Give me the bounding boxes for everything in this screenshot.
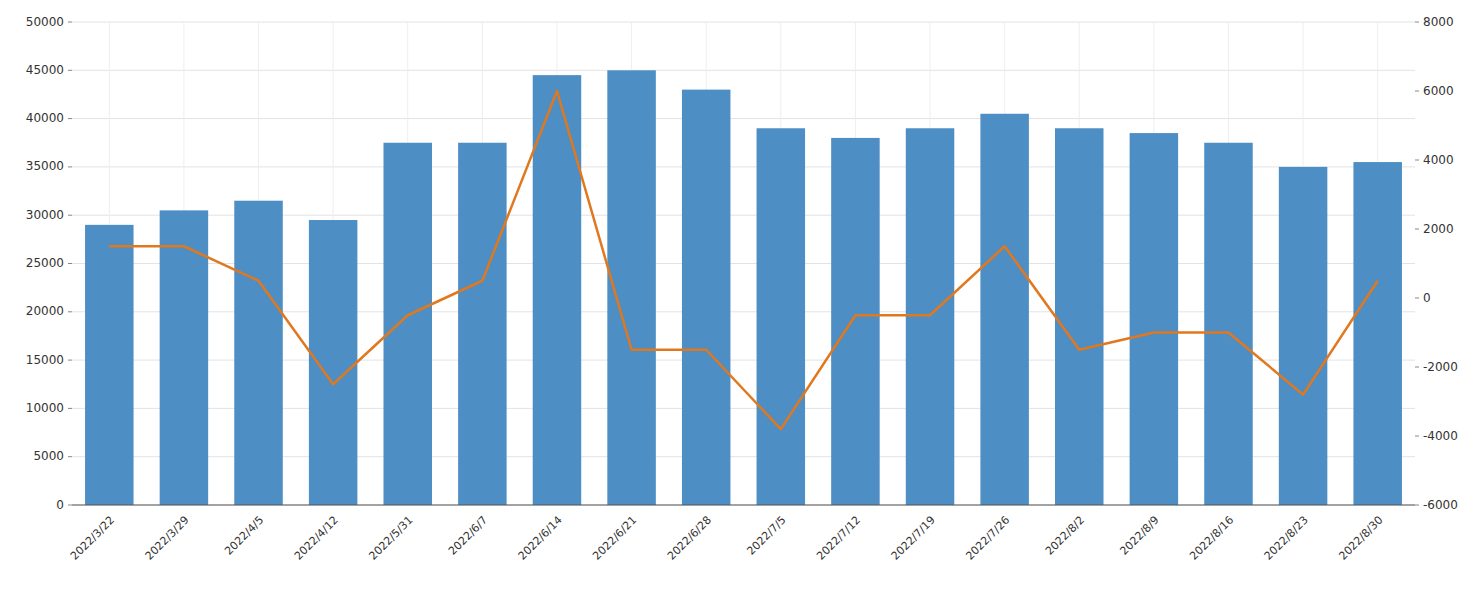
- y-tick-label: 45000: [26, 63, 64, 77]
- y-tick: [68, 360, 72, 361]
- x-tick-label: 2022/7/5: [744, 514, 788, 558]
- bar: [234, 201, 282, 505]
- bar: [682, 90, 730, 505]
- x-tick-label: 2022/8/2: [1043, 514, 1087, 558]
- bar: [1130, 133, 1178, 505]
- y-tick: [68, 408, 72, 409]
- x-tick-label: 2022/6/28: [665, 514, 714, 563]
- y2-tick: [1415, 229, 1419, 230]
- baseline: [72, 505, 1415, 506]
- y2-tick: [1415, 367, 1419, 368]
- y-tick: [68, 215, 72, 216]
- grid-line-y: [72, 505, 1415, 506]
- y2-tick: [1415, 436, 1419, 437]
- grid: [72, 22, 1415, 505]
- bar: [980, 114, 1028, 505]
- y2-tick-label: -4000: [1423, 429, 1458, 443]
- y-tick: [68, 505, 72, 506]
- y2-tick: [1415, 160, 1419, 161]
- bar: [533, 75, 581, 505]
- x-tick-label: 2022/6/7: [446, 514, 490, 558]
- chart-container: 0500010000150002000025000300003500040000…: [0, 0, 1477, 591]
- bar: [1204, 143, 1252, 505]
- grid-line-y: [72, 22, 1415, 23]
- y-tick-label: 5000: [33, 449, 64, 463]
- grid-line-y: [72, 118, 1415, 119]
- x-tick-label: 2022/7/19: [889, 514, 938, 563]
- x-tick-label: 2022/4/12: [292, 514, 341, 563]
- y-tick: [68, 70, 72, 71]
- x-tick-label: 2022/5/31: [366, 514, 415, 563]
- y2-tick: [1415, 91, 1419, 92]
- axes: 0500010000150002000025000300003500040000…: [26, 15, 1458, 563]
- y2-tick-label: 8000: [1423, 15, 1454, 29]
- y-tick: [68, 311, 72, 312]
- bar: [906, 128, 954, 505]
- line: [109, 91, 1377, 429]
- y-tick-label: 15000: [26, 353, 64, 367]
- y2-tick-label: 4000: [1423, 153, 1454, 167]
- y-tick-label: 50000: [26, 15, 64, 29]
- x-tick-label: 2022/8/9: [1118, 514, 1162, 558]
- x-tick-label: 2022/6/14: [516, 514, 565, 563]
- y-tick-label: 0: [56, 498, 64, 512]
- bar: [384, 143, 432, 505]
- x-tick-label: 2022/7/26: [963, 514, 1012, 563]
- grid-line-y: [72, 70, 1415, 71]
- x-tick-label: 2022/8/23: [1262, 514, 1311, 563]
- marks: [85, 70, 1402, 505]
- y-tick-label: 30000: [26, 208, 64, 222]
- y-tick: [68, 166, 72, 167]
- y-tick: [68, 118, 72, 119]
- y2-tick: [1415, 298, 1419, 299]
- bar: [1055, 128, 1103, 505]
- y2-tick-label: 2000: [1423, 222, 1454, 236]
- bar: [1279, 167, 1327, 505]
- bar: [831, 138, 879, 505]
- y2-tick: [1415, 22, 1419, 23]
- y2-tick-label: -6000: [1423, 498, 1458, 512]
- y2-tick-label: 6000: [1423, 84, 1454, 98]
- chart-svg: 0500010000150002000025000300003500040000…: [0, 0, 1477, 591]
- y-tick-label: 25000: [26, 256, 64, 270]
- bar: [757, 128, 805, 505]
- y2-tick-label: 0: [1423, 291, 1431, 305]
- y2-tick: [1415, 505, 1419, 506]
- x-tick-label: 2022/3/22: [68, 514, 117, 563]
- x-tick-label: 2022/7/12: [814, 514, 863, 563]
- y-tick: [68, 22, 72, 23]
- bar: [85, 225, 133, 505]
- x-tick-label: 2022/8/30: [1336, 514, 1385, 563]
- y-tick-label: 35000: [26, 159, 64, 173]
- y-tick-label: 40000: [26, 111, 64, 125]
- bar: [1353, 162, 1401, 505]
- y-tick-label: 10000: [26, 401, 64, 415]
- x-tick-label: 2022/3/29: [143, 514, 192, 563]
- bar: [458, 143, 506, 505]
- x-tick-label: 2022/4/5: [222, 514, 266, 558]
- x-tick-label: 2022/8/16: [1187, 514, 1236, 563]
- x-tick-label: 2022/6/21: [590, 514, 639, 563]
- y-tick-label: 20000: [26, 304, 64, 318]
- y-tick: [68, 456, 72, 457]
- y2-tick-label: -2000: [1423, 360, 1458, 374]
- y-tick: [68, 263, 72, 264]
